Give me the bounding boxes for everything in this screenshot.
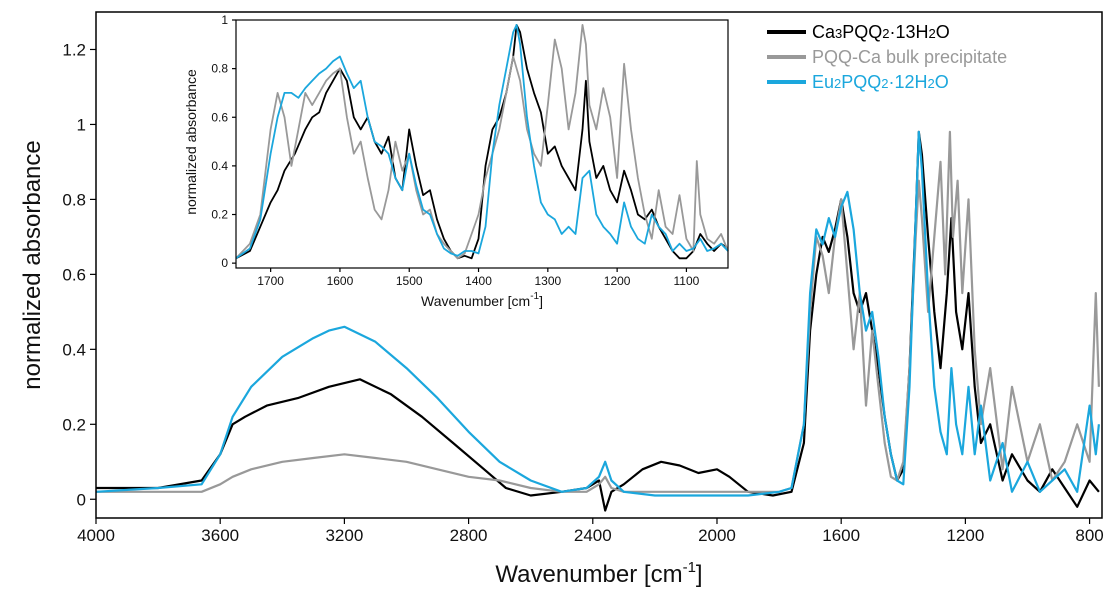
inset-series-line-3: [235, 23, 729, 260]
inset-y-tick-label: 0.8: [211, 62, 228, 76]
main-y-ticks: 0 0.2 0.4 0.6 0.8 1 1.2: [62, 40, 96, 509]
legend-entry-2: PQQ-Ca bulk precipitate: [767, 47, 1007, 67]
main-x-tick-label: 800: [1075, 526, 1103, 545]
inset-series-line-1: [235, 23, 729, 260]
inset-y-tick-label: 0.6: [211, 110, 228, 124]
main-series-line-2: [96, 130, 1100, 493]
main-series-line-1: [96, 130, 1100, 512]
inset-series-line-2: [235, 23, 729, 260]
inset-plot-frame: [235, 19, 729, 269]
main-y-tick-label: 0.8: [62, 190, 86, 209]
inset-plot: 1700 1600 1500 1400 1300 1200 1100 00.20.40.60…: [183, 13, 729, 309]
main-y-axis-label: normalized absorbance: [19, 140, 46, 389]
main-x-tick-label: 4000: [77, 526, 115, 545]
legend-entry-1: Ca3PQQ2·13H2O: [767, 22, 950, 42]
main-x-tick-label: 1200: [946, 526, 984, 545]
main-x-tick-label: 3600: [201, 526, 239, 545]
legend-label: PQQ-Ca bulk precipitate: [812, 47, 1007, 67]
inset-plot-background: [236, 20, 728, 268]
main-y-tick-label: 0: [77, 490, 86, 509]
inset-x-tick-label: 1300: [534, 274, 561, 288]
legend-label: Ca3PQQ2·13H2O: [812, 22, 950, 42]
main-y-tick-label: 1: [77, 115, 86, 134]
inset-x-ticks: 1700 1600 1500 1400 1300 1200 1100: [257, 268, 700, 288]
main-plot: 4000 3600 3200 2800 2400 2000 1600 1200 800 0 0.2…: [19, 11, 1104, 588]
main-plot-frame: [95, 11, 1103, 519]
inset-x-tick-label: 1500: [396, 274, 423, 288]
main-x-tick-label: 1600: [822, 526, 860, 545]
main-x-tick-label: 2000: [698, 526, 736, 545]
inset-y-axis-label: normalized absorbance: [183, 69, 199, 215]
inset-y-tick-label: 0.2: [211, 208, 228, 222]
main-x-ticks: 4000 3600 3200 2800 2400 2000 1600 1200 800: [77, 518, 1104, 545]
inset-x-tick-label: 1600: [327, 274, 354, 288]
main-y-tick-label: 0.4: [62, 340, 86, 359]
inset-x-tick-label: 1400: [465, 274, 492, 288]
inset-y-tick-label: 0.4: [211, 159, 228, 173]
legend-label: Eu2PQQ2·12H2O: [812, 72, 949, 92]
inset-x-tick-label: 1100: [674, 274, 700, 288]
inset-y-tick-label: 0: [221, 256, 228, 270]
main-x-tick-label: 2400: [574, 526, 612, 545]
inset-series-group: [235, 23, 729, 260]
inset-y-ticks: 0 0.2 0.4 0.6 0.8 1: [211, 13, 236, 270]
inset-x-tick-label: 1200: [604, 274, 631, 288]
main-x-axis-label: Wavenumber [cm-1]: [495, 559, 702, 588]
legend-entry-3: Eu2PQQ2·12H2O: [767, 72, 949, 92]
inset-x-axis-label: Wavenumber [cm-1]: [421, 291, 543, 309]
main-y-tick-label: 1.2: [62, 40, 86, 59]
legend: Ca3PQQ2·13H2O PQQ-Ca bulk precipitate Eu2P…: [767, 22, 1007, 92]
main-x-tick-label: 2800: [450, 526, 488, 545]
inset-y-tick-label: 1: [221, 13, 228, 27]
inset-x-tick-label: 1700: [257, 274, 284, 288]
main-series-line-3: [95, 130, 1100, 497]
main-series-group: [95, 130, 1100, 512]
main-y-tick-label: 0.2: [62, 415, 86, 434]
main-x-tick-label: 3200: [325, 526, 363, 545]
main-y-tick-label: 0.6: [62, 265, 86, 284]
